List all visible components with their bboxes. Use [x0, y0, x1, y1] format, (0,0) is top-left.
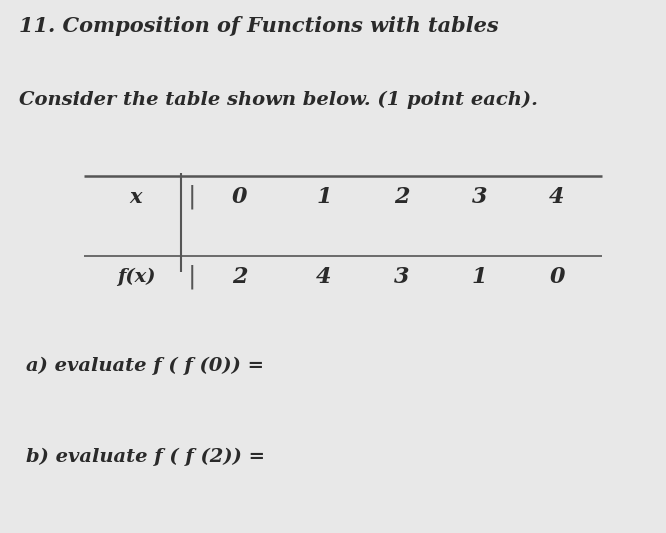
Text: |: |	[188, 265, 196, 289]
Text: b) evaluate f ( f (2)) =: b) evaluate f ( f (2)) =	[26, 448, 265, 466]
Text: 0: 0	[232, 186, 248, 208]
Text: 2: 2	[394, 186, 410, 208]
Text: 4: 4	[549, 186, 565, 208]
Text: 3: 3	[394, 266, 410, 288]
Text: |: |	[188, 185, 196, 209]
Text: 11. Composition of Functions with tables: 11. Composition of Functions with tables	[19, 16, 499, 36]
Text: f(x): f(x)	[117, 268, 155, 286]
Text: 4: 4	[316, 266, 332, 288]
Text: 0: 0	[549, 266, 565, 288]
Text: 1: 1	[316, 186, 332, 208]
Text: a) evaluate f ( f (0)) =: a) evaluate f ( f (0)) =	[26, 357, 264, 375]
Text: x: x	[130, 187, 143, 207]
Text: 2: 2	[232, 266, 248, 288]
Text: 3: 3	[472, 186, 487, 208]
Text: Consider the table shown below. (1 point each).: Consider the table shown below. (1 point…	[19, 91, 538, 109]
Text: 1: 1	[472, 266, 487, 288]
